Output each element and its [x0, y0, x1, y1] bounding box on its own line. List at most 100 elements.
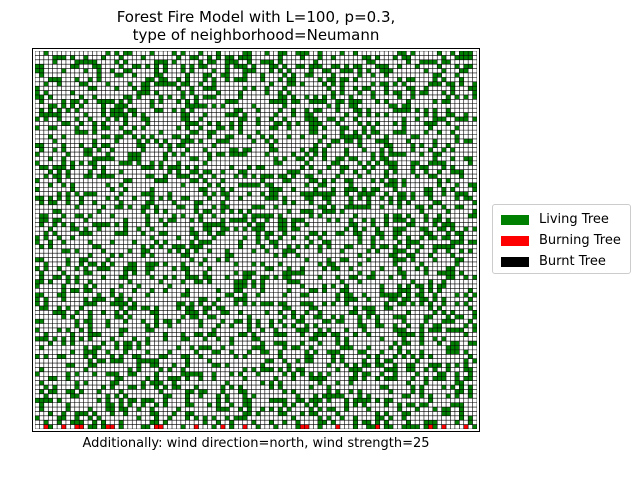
cell-living: [410, 367, 416, 372]
cell-living: [370, 270, 376, 276]
cell-living: [96, 68, 102, 73]
cell-living: [61, 160, 66, 166]
cell-living: [463, 68, 469, 73]
cell-living: [83, 59, 89, 65]
cell-living: [61, 341, 66, 346]
cell-living: [278, 213, 283, 219]
cell-living: [83, 174, 89, 179]
cell-living: [410, 169, 416, 175]
cell-living: [167, 94, 173, 100]
cell-living: [180, 174, 186, 179]
cell-living: [366, 191, 371, 197]
cell-living: [393, 292, 398, 298]
cell-living: [454, 341, 460, 346]
cell-living: [348, 376, 354, 381]
cell-living: [247, 147, 252, 153]
cell-living: [127, 341, 133, 346]
cell-living: [317, 327, 323, 333]
cell-living: [322, 209, 327, 214]
cell-living: [264, 275, 270, 280]
cell-living: [247, 327, 252, 333]
cell-living: [48, 156, 53, 161]
cell-living: [300, 332, 305, 337]
cell-living: [317, 191, 323, 197]
cell-living: [353, 310, 358, 315]
cell-living: [88, 213, 93, 219]
cell-living: [393, 130, 398, 135]
cell-living: [339, 248, 345, 254]
cell-living: [123, 68, 128, 73]
cell-living: [397, 94, 402, 100]
cell-living: [141, 398, 146, 403]
cell-living: [446, 275, 451, 280]
cell-living: [88, 319, 93, 324]
cell-living: [454, 376, 460, 381]
cell-living: [423, 112, 429, 117]
cell-living: [441, 319, 447, 324]
cell-living: [154, 420, 159, 425]
cell-living: [357, 99, 363, 104]
cell-living: [114, 86, 119, 91]
cell-living: [61, 270, 66, 276]
cell-living: [123, 116, 128, 122]
cell-living: [220, 389, 226, 394]
cell-living: [344, 345, 349, 350]
cell-living: [450, 266, 455, 271]
cell-living: [154, 415, 159, 421]
cell-living: [331, 187, 336, 192]
cell-living: [375, 354, 380, 359]
cell-living: [264, 213, 270, 219]
cell-living: [419, 204, 424, 210]
cell-living: [317, 169, 323, 175]
cell-living: [154, 81, 159, 87]
cell-living: [428, 147, 433, 153]
cell-living: [357, 240, 363, 245]
cell-living: [114, 297, 119, 302]
cell-living: [468, 354, 473, 359]
cell-living: [172, 200, 177, 205]
cell-living: [339, 231, 345, 236]
cell-living: [39, 336, 44, 342]
cell-living: [468, 138, 473, 144]
cell-living: [379, 266, 385, 271]
cell-living: [410, 77, 416, 82]
cell-living: [353, 51, 358, 56]
cell-living: [185, 292, 190, 298]
cell-living: [118, 191, 124, 197]
cell-living: [362, 327, 367, 333]
cell-living: [393, 152, 398, 157]
cell-living: [450, 345, 455, 350]
cell-living: [141, 244, 146, 249]
cell-living: [123, 349, 128, 355]
cell-living: [375, 138, 380, 144]
cell-living: [158, 367, 164, 372]
cell-living: [216, 288, 221, 293]
cell-living: [167, 218, 173, 223]
cell-living: [393, 90, 398, 95]
cell-burning: [43, 424, 49, 429]
cell-living: [158, 389, 164, 394]
cell-living: [472, 424, 477, 429]
cell-living: [70, 314, 75, 320]
cell-living: [441, 235, 447, 240]
cell-living: [88, 288, 93, 293]
cell-living: [362, 218, 367, 223]
cell-living: [366, 169, 371, 175]
cell-living: [344, 407, 349, 412]
cell-living: [322, 152, 327, 157]
cell-living: [48, 94, 53, 100]
cell-living: [176, 174, 181, 179]
cell-living: [286, 178, 292, 183]
cell-living: [229, 336, 234, 342]
cell-living: [105, 398, 111, 403]
cell-living: [295, 367, 301, 372]
cell-living: [437, 218, 442, 223]
cell-living: [295, 64, 301, 69]
cell-living: [432, 138, 438, 144]
cell-living: [79, 200, 84, 205]
cell-living: [96, 292, 102, 298]
cell-living: [52, 389, 58, 394]
cell-living: [238, 218, 243, 223]
cell-living: [39, 143, 44, 148]
cell-living: [344, 301, 349, 306]
